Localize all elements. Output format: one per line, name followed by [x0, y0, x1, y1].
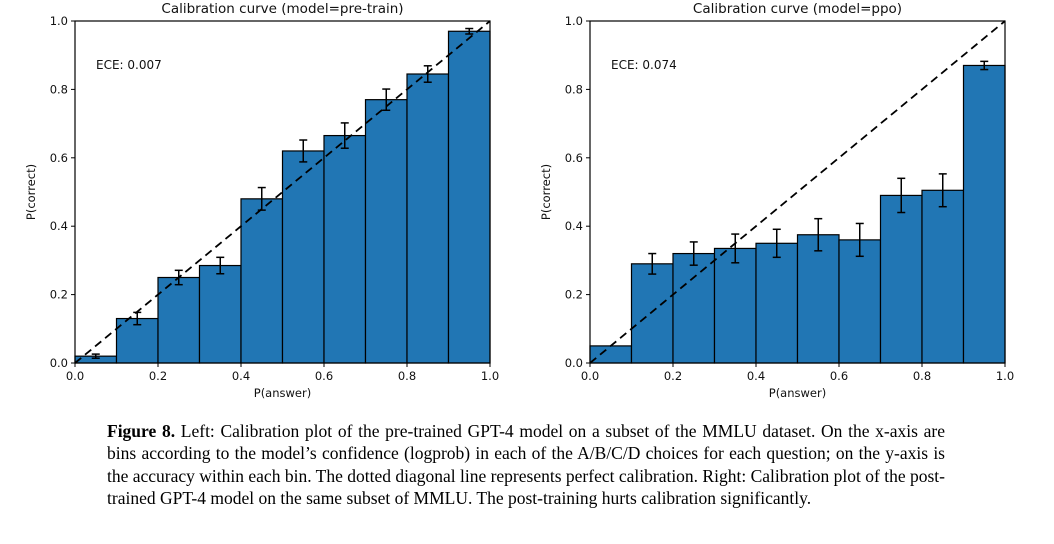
x-tick-label: 0.0: [66, 369, 84, 383]
bar: [447, 30, 491, 364]
figure-caption: Figure 8. Left: Calibration plot of the …: [107, 420, 945, 509]
bar: [323, 134, 367, 364]
bar: [406, 73, 450, 364]
x-tick-label: 0.6: [315, 369, 333, 383]
x-tick-label: 0.8: [913, 369, 931, 383]
chart-title: Calibration curve (model=ppo): [692, 1, 903, 17]
perfect-calibration-line: [589, 20, 1006, 364]
plot-border: [74, 20, 491, 364]
x-tick-label: 0.2: [149, 369, 167, 383]
y-axis-label: P(correct): [539, 163, 553, 221]
bar: [364, 99, 408, 364]
bar: [240, 198, 284, 364]
bar: [630, 263, 674, 364]
calibration-chart-ppo: 0.0 0.2 0.4 0.6 0.8 1.0 0.0 0.2 0.4 0.6 0.8 1.0 Cal…: [527, 0, 1054, 412]
calibration-plot-svg: 0.0 0.2 0.4 0.6 0.8 1.0 0.0 0.2 0.4 0.6 0.8 1.0: [565, 14, 1014, 383]
bar: [672, 252, 716, 364]
bar: [589, 345, 633, 364]
plot-border: [589, 20, 1006, 364]
chart-title: Calibration curve (model=pre-train): [161, 1, 404, 17]
bar: [157, 276, 201, 364]
y-tick-label: 1.0: [50, 14, 68, 28]
calibration-chart-pretrain: 0.0 0.2 0.4 0.6 0.8 1.0 0.0 0.2 0.4 0.6 0.8 1.0 Cal…: [0, 0, 527, 412]
y-tick-label: 1.0: [565, 14, 583, 28]
x-tick-label: 0.8: [398, 369, 416, 383]
x-tick-label: 1.0: [996, 369, 1014, 383]
figure-caption-label: Figure 8.: [107, 421, 176, 441]
y-tick-label: 0.6: [50, 151, 68, 165]
y-tick-label: 0.6: [565, 151, 583, 165]
x-tick-label: 0.0: [581, 369, 599, 383]
x-tick-label: 0.2: [664, 369, 682, 383]
y-tick-label: 0.0: [565, 356, 583, 370]
y-tick-label: 0.8: [565, 82, 583, 96]
perfect-calibration-line: [74, 20, 491, 364]
figure-caption-text: Left: Calibration plot of the pre-traine…: [107, 421, 945, 508]
x-axis-label: P(answer): [253, 386, 312, 400]
bar: [755, 242, 799, 364]
ece-annotation: ECE: 0.007: [96, 58, 162, 72]
calibration-plot-svg: 0.0 0.2 0.4 0.6 0.8 1.0 0.0 0.2 0.4 0.6 0.8 1.0: [50, 14, 499, 383]
bar: [198, 264, 242, 364]
x-tick-label: 1.0: [481, 369, 499, 383]
y-tick-label: 0.8: [50, 82, 68, 96]
bar: [281, 150, 325, 364]
x-tick-label: 0.6: [830, 369, 848, 383]
y-tick-label: 0.4: [565, 219, 583, 233]
y-tick-label: 0.2: [565, 288, 583, 302]
y-tick-label: 0.0: [50, 356, 68, 370]
y-tick-label: 0.4: [50, 219, 68, 233]
bar: [921, 189, 965, 364]
ece-annotation: ECE: 0.074: [611, 58, 677, 72]
bar: [879, 194, 923, 364]
x-tick-label: 0.4: [747, 369, 765, 383]
bar: [838, 239, 882, 364]
bar: [713, 247, 757, 364]
y-axis-label: P(correct): [24, 163, 38, 221]
bar: [796, 234, 840, 364]
bar: [962, 64, 1006, 364]
x-axis-label: P(answer): [768, 386, 827, 400]
x-tick-label: 0.4: [232, 369, 250, 383]
y-tick-label: 0.2: [50, 288, 68, 302]
